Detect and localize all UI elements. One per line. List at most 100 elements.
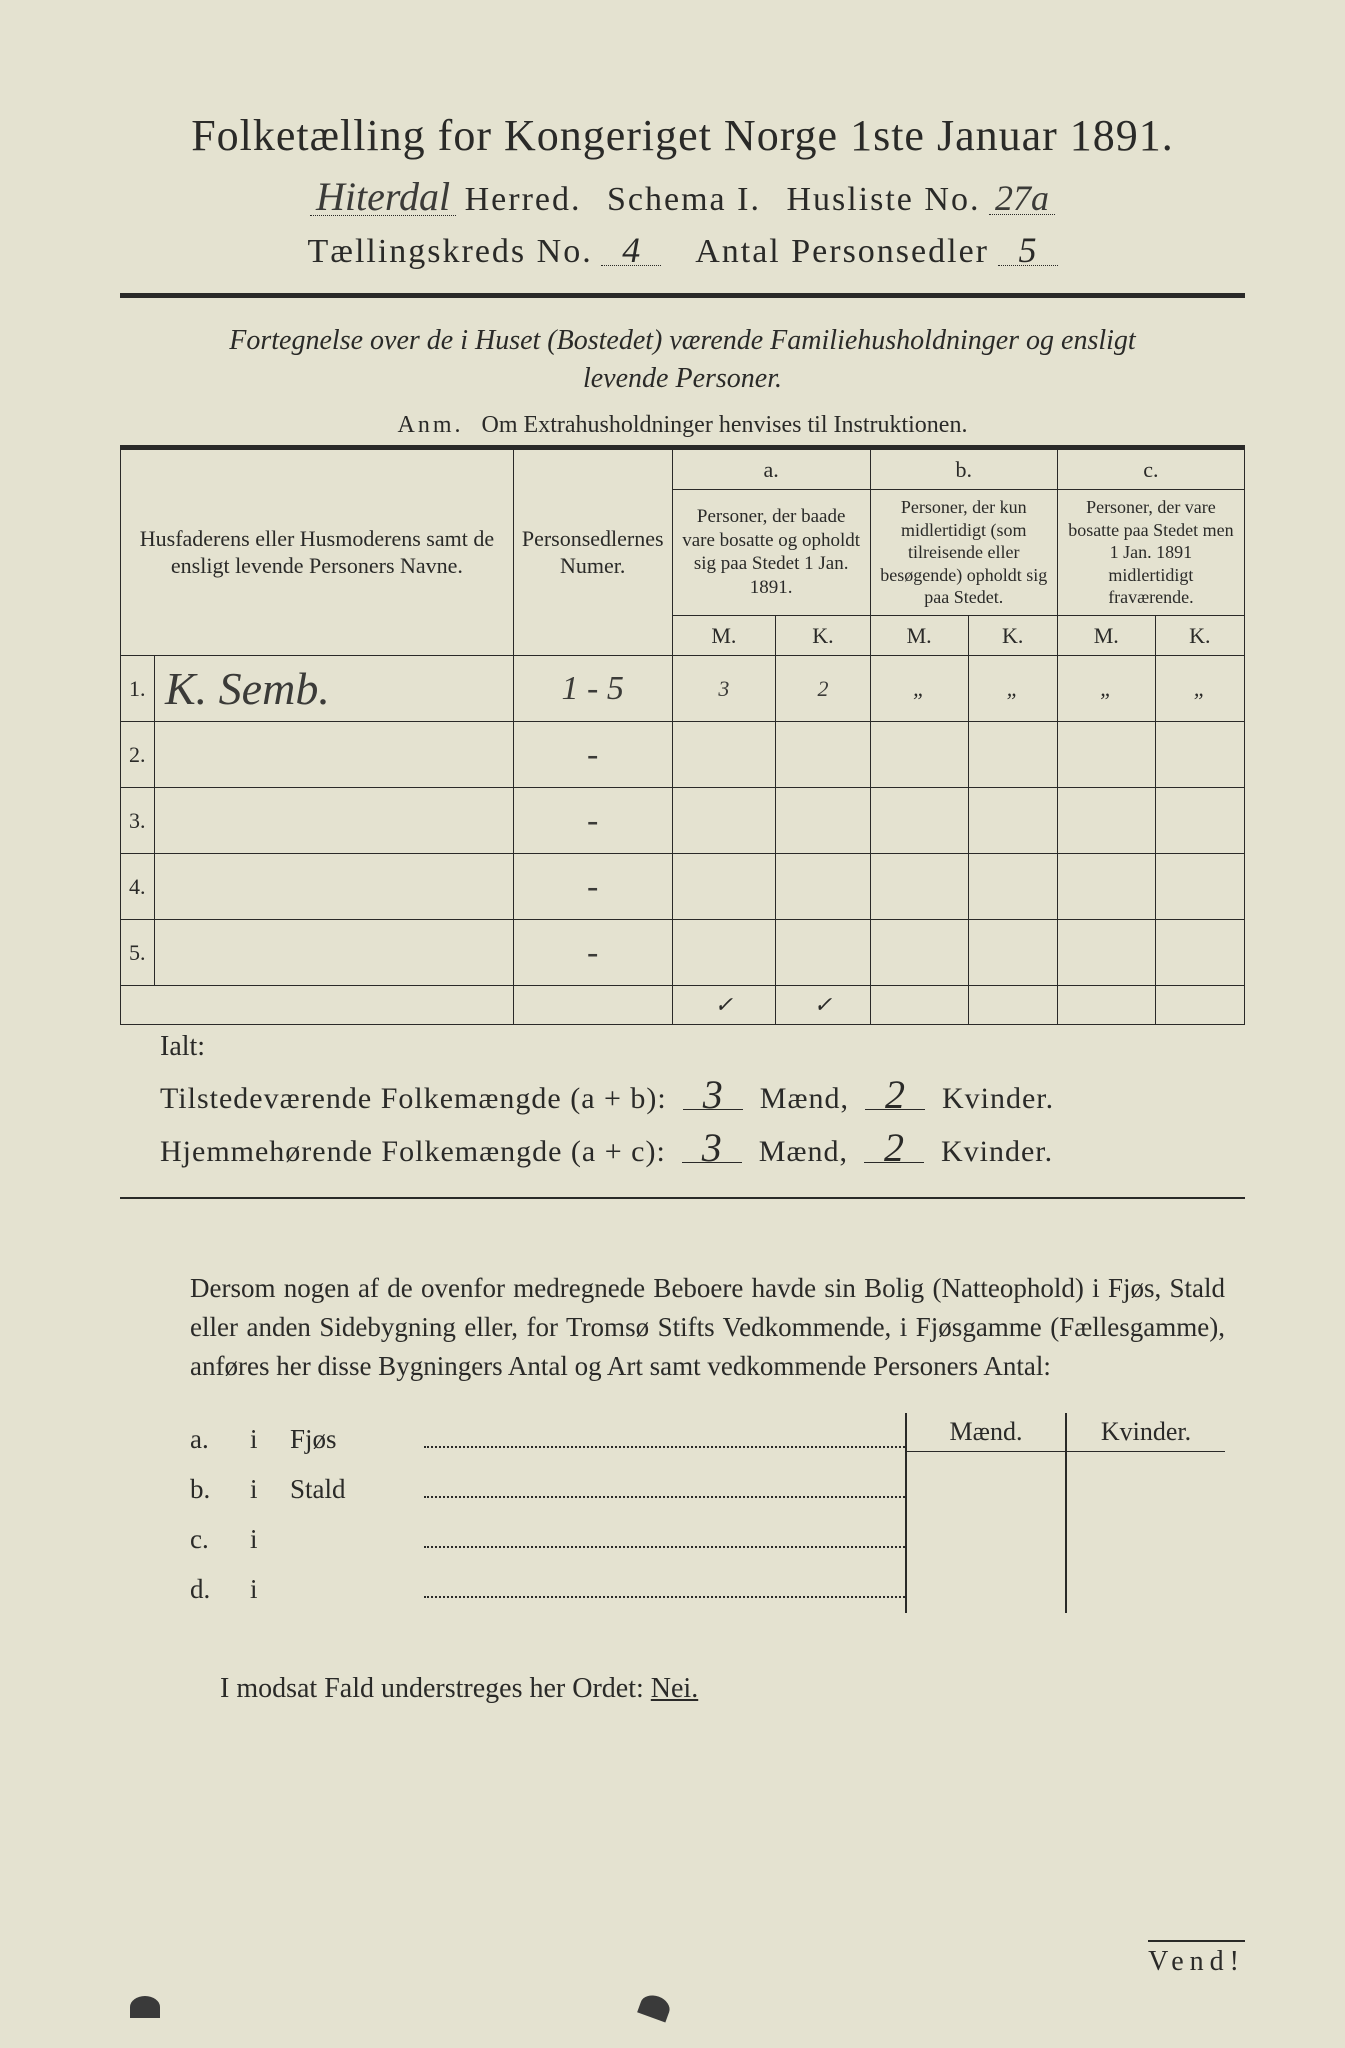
c-k-cell xyxy=(1155,854,1244,920)
modsat-text: I modsat Fald understreges her Ordet: xyxy=(220,1673,644,1704)
kreds-label: Tællingskreds No. xyxy=(308,233,593,270)
totals-line-1: Tilstedeværende Folkemængde (a + b): 3 M… xyxy=(160,1081,1245,1116)
b-m-cell xyxy=(870,854,968,920)
mid-rule xyxy=(120,1197,1245,1199)
row-number: 1. xyxy=(121,656,155,722)
col-b-k: K. xyxy=(968,615,1057,656)
col-c-text: Personer, der vare bosatte paa Stedet me… xyxy=(1057,490,1244,616)
a-m-cell xyxy=(672,920,776,986)
c-k-cell: „ xyxy=(1155,656,1244,722)
abcd-letter: a. xyxy=(190,1424,250,1455)
abcd-type: Stald xyxy=(290,1474,420,1505)
paragraph: Dersom nogen af de ovenfor medregnede Be… xyxy=(190,1269,1225,1386)
b-k-cell xyxy=(968,788,1057,854)
kvinder-label-2: Kvinder. xyxy=(941,1135,1053,1168)
maend-label-1: Mænd, xyxy=(760,1082,849,1115)
header-line-2: Hiterdal Herred. Schema I. Husliste No. … xyxy=(120,179,1245,219)
maend-header: Mænd. xyxy=(907,1413,1065,1452)
husliste-label: Husliste No. xyxy=(786,181,980,218)
check-a-k: ✓ xyxy=(776,986,871,1025)
abcd-i: i xyxy=(250,1474,290,1505)
herred-value: Hiterdal xyxy=(310,179,456,216)
b-k-cell xyxy=(968,854,1057,920)
abcd-row: d.i xyxy=(190,1563,905,1613)
kvinder-col: Kvinder. xyxy=(1067,1413,1225,1613)
anm-label: Anm. xyxy=(398,412,464,438)
hjemme-label: Hjemmehørende Folkemængde (a + c): xyxy=(160,1135,666,1168)
a-k-cell xyxy=(776,788,871,854)
lower-section: a.iFjøsb.iStaldc.id.i Mænd. Kvinder. xyxy=(190,1413,1225,1613)
sedler-cell: - xyxy=(513,722,672,788)
a-k-cell xyxy=(776,854,871,920)
col-sedler-header: Personsedlernes Numer. xyxy=(513,447,672,656)
b-k-cell xyxy=(968,920,1057,986)
maend-label-2: Mænd, xyxy=(759,1135,848,1168)
check-row: ✓✓ xyxy=(121,986,1245,1025)
kreds-value: 4 xyxy=(601,236,661,266)
c-m-cell xyxy=(1057,722,1155,788)
abcd-letter: d. xyxy=(190,1574,250,1605)
col-names-header: Husfaderens eller Husmoderens samt de en… xyxy=(121,447,514,656)
row-number: 2. xyxy=(121,722,155,788)
abcd-letter: b. xyxy=(190,1474,250,1505)
census-table: Husfaderens eller Husmoderens samt de en… xyxy=(120,445,1245,1026)
col-c-label: c. xyxy=(1057,447,1244,490)
husliste-value: 27a xyxy=(989,182,1055,215)
maend-col: Mænd. xyxy=(907,1413,1067,1613)
a-m-cell xyxy=(672,788,776,854)
abcd-i: i xyxy=(250,1524,290,1555)
b-m-cell xyxy=(870,722,968,788)
name-cell xyxy=(155,854,514,920)
col-c-m: M. xyxy=(1057,615,1155,656)
dotted-line xyxy=(424,1521,905,1548)
row-number: 5. xyxy=(121,920,155,986)
abcd-type: Fjøs xyxy=(290,1424,420,1455)
b-m-cell xyxy=(870,920,968,986)
abcd-i: i xyxy=(250,1424,290,1455)
header-line-3: Tællingskreds No. 4 Antal Personsedler 5 xyxy=(120,233,1245,271)
table-row: 2. - xyxy=(121,722,1245,788)
col-a-m: M. xyxy=(672,615,776,656)
abcd-row: c.i xyxy=(190,1513,905,1563)
check-a-m: ✓ xyxy=(672,986,776,1025)
c-m-cell xyxy=(1057,788,1155,854)
c-m-cell: „ xyxy=(1057,656,1155,722)
table-row: 4.- xyxy=(121,854,1245,920)
row-number: 4. xyxy=(121,854,155,920)
subtitle-line-1: Fortegnelse over de i Huset (Bostedet) v… xyxy=(229,325,1135,356)
abcd-i: i xyxy=(250,1574,290,1605)
lower-right: Mænd. Kvinder. xyxy=(905,1413,1225,1613)
subtitle: Fortegnelse over de i Huset (Bostedet) v… xyxy=(120,322,1245,398)
abcd-row: b.iStald xyxy=(190,1463,905,1513)
a-k-cell: 2 xyxy=(776,656,871,722)
c-k-cell xyxy=(1155,788,1244,854)
a-m-cell xyxy=(672,854,776,920)
sedler-cell: - xyxy=(513,788,672,854)
a-m-cell xyxy=(672,722,776,788)
sedler-cell: - xyxy=(513,920,672,986)
col-b-text: Personer, der kun midlertidigt (som tilr… xyxy=(870,490,1057,616)
tilstede-label: Tilstedeværende Folkemængde (a + b): xyxy=(160,1082,667,1115)
col-a-label: a. xyxy=(672,447,870,490)
subtitle-line-2: levende Personer. xyxy=(583,363,782,394)
dotted-line xyxy=(424,1471,905,1498)
abcd-row: a.iFjøs xyxy=(190,1413,905,1463)
c-m-cell xyxy=(1057,920,1155,986)
dotted-line xyxy=(424,1571,905,1598)
col-a-text: Personer, der baade vare bosatte og opho… xyxy=(672,490,870,616)
abcd-letter: c. xyxy=(190,1524,250,1555)
name-cell xyxy=(155,788,514,854)
hjemme-m: 3 xyxy=(682,1134,742,1163)
kvinder-header: Kvinder. xyxy=(1067,1413,1225,1452)
col-c-k: K. xyxy=(1155,615,1244,656)
ialt-label: Ialt: xyxy=(120,1031,240,1063)
a-k-cell xyxy=(776,722,871,788)
dotted-line xyxy=(424,1421,905,1448)
page-tear-icon xyxy=(130,1996,160,2018)
anm-text: Om Extrahusholdninger henvises til Instr… xyxy=(482,412,968,438)
totals-line-2: Hjemmehørende Folkemængde (a + c): 3 Mæn… xyxy=(160,1134,1245,1169)
schema-label: Schema I. xyxy=(607,181,761,218)
name-cell: K. Semb. xyxy=(155,656,514,722)
b-m-cell xyxy=(870,788,968,854)
page-tear-icon xyxy=(637,1992,673,2023)
